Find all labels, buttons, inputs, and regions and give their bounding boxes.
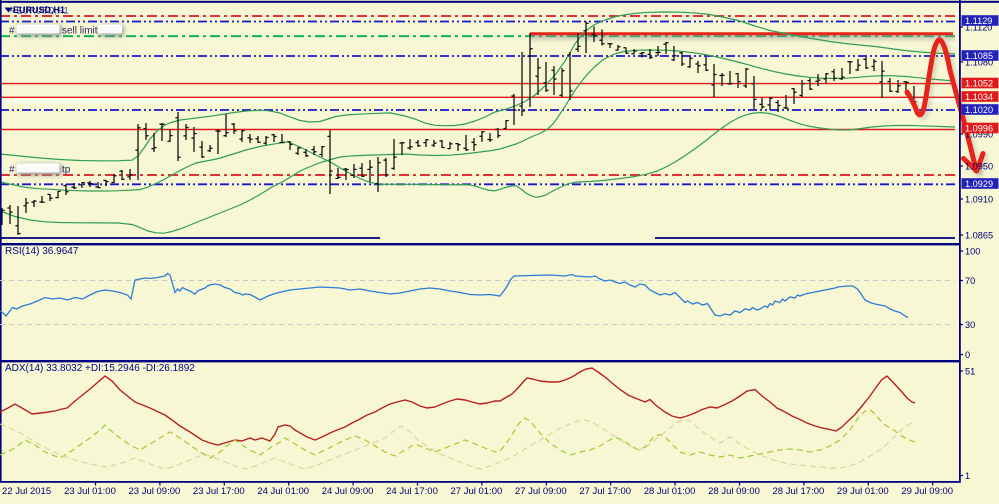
svg-text:#: #	[9, 26, 15, 37]
svg-text:24 Jul 09:00: 24 Jul 09:00	[322, 486, 374, 497]
svg-text:1.1052: 1.1052	[965, 78, 993, 88]
svg-text:1.0865: 1.0865	[965, 230, 993, 240]
svg-text:0: 0	[965, 350, 970, 360]
svg-text:#: #	[10, 5, 15, 15]
svg-text:1.1129: 1.1129	[965, 16, 992, 26]
svg-text:ADX(14) 33.8032 +DI:15.2946 -D: ADX(14) 33.8032 +DI:15.2946 -DI:26.1892	[5, 363, 195, 374]
svg-text:27 Jul 01:00: 27 Jul 01:00	[451, 486, 503, 497]
svg-text:29 Jul 01:00: 29 Jul 01:00	[837, 486, 889, 497]
svg-text:23 Jul 01:00: 23 Jul 01:00	[64, 486, 116, 497]
svg-text:1.0910: 1.0910	[965, 194, 993, 204]
svg-text:51: 51	[965, 366, 975, 376]
svg-text:#: #	[9, 165, 15, 176]
svg-text:1.1085: 1.1085	[965, 51, 993, 61]
svg-text:23 Jul 09:00: 23 Jul 09:00	[129, 486, 181, 497]
svg-text:24 Jul 01:00: 24 Jul 01:00	[257, 486, 309, 497]
svg-text:28 Jul 17:00: 28 Jul 17:00	[773, 486, 825, 497]
svg-text:27 Jul 17:00: 27 Jul 17:00	[579, 486, 631, 497]
svg-text:100: 100	[965, 246, 980, 256]
svg-text:1.0950: 1.0950	[965, 161, 993, 171]
svg-text:70: 70	[965, 276, 975, 286]
svg-text:RSI(14) 36.9647: RSI(14) 36.9647	[5, 246, 79, 257]
svg-text:1: 1	[965, 471, 970, 481]
svg-text:1.1120: 1.1120	[965, 22, 992, 32]
svg-text:1.1034: 1.1034	[965, 92, 993, 102]
svg-text:1.1080: 1.1080	[965, 57, 993, 67]
svg-text:28 Jul 09:00: 28 Jul 09:00	[708, 486, 760, 497]
svg-text:1.0990: 1.0990	[965, 129, 993, 139]
svg-text:30: 30	[965, 320, 975, 330]
svg-text:EURUSD,H1: EURUSD,H1	[13, 5, 65, 15]
svg-text:24 Jul 17:00: 24 Jul 17:00	[386, 486, 438, 497]
svg-text:tp: tp	[62, 165, 71, 176]
svg-text:EURUSD,H1: EURUSD,H1	[17, 6, 69, 16]
svg-text:1.1020: 1.1020	[965, 105, 993, 115]
svg-text:29 Jul 09:00: 29 Jul 09:00	[901, 486, 953, 497]
svg-text:27 Jul 09:00: 27 Jul 09:00	[515, 486, 567, 497]
svg-text:1.0996: 1.0996	[965, 123, 993, 133]
svg-text:28 Jul 01:00: 28 Jul 01:00	[644, 486, 696, 497]
svg-text:22 Jul 2015: 22 Jul 2015	[2, 486, 51, 497]
svg-text:sell limit: sell limit	[62, 26, 98, 37]
svg-text:1.0929: 1.0929	[965, 179, 993, 189]
svg-text:23 Jul 17:00: 23 Jul 17:00	[193, 486, 245, 497]
